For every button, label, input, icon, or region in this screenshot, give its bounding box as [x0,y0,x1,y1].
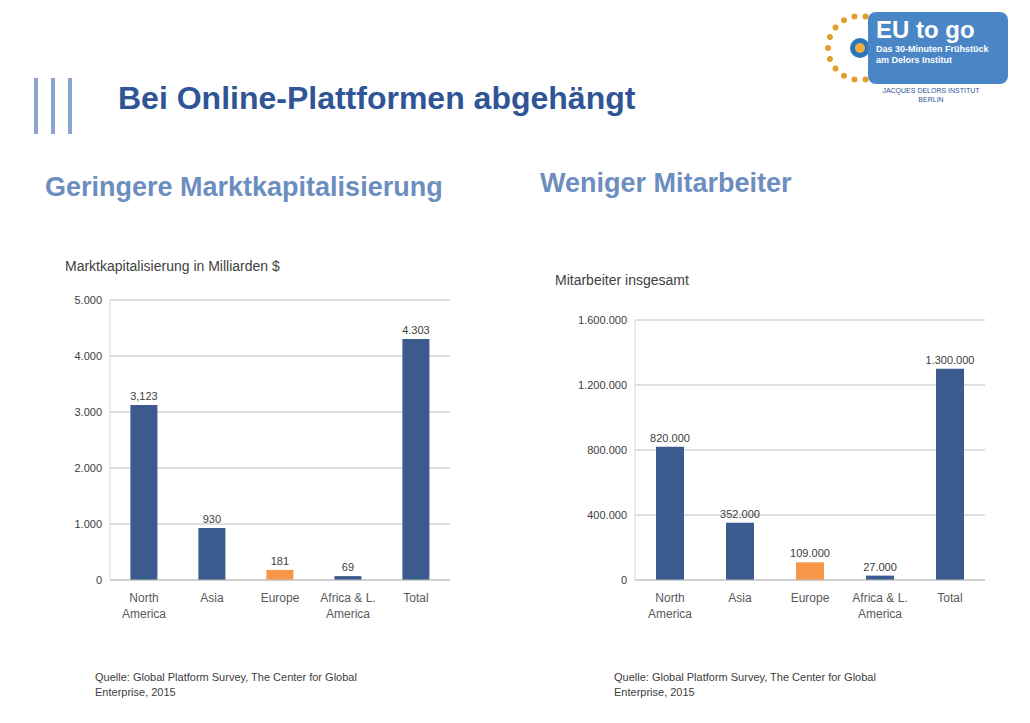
svg-text:0: 0 [621,574,627,586]
svg-text:Africa & L.America: Africa & L.America [852,591,907,621]
html-text:Bei Online-Plattformen abgehän: Bei Online-Plattformen abgehängt [118,80,636,116]
svg-text:NorthAmerica: NorthAmerica [122,591,166,621]
svg-text:1.200.000: 1.200.000 [578,379,627,391]
svg-text:1.300.000: 1.300.000 [926,354,975,366]
svg-text:3.000: 3.000 [74,406,102,418]
svg-text:2.000: 2.000 [74,462,102,474]
html-text:Mitarbeiter insgesamt: Mitarbeiter insgesamt [555,272,689,288]
svg-text:Asia: Asia [728,591,752,605]
svg-text:0: 0 [96,574,102,586]
svg-text:1.600.000: 1.600.000 [578,314,627,326]
html-text:Quelle: Global Platform Survey: Quelle: Global Platform Survey, The Cent… [614,671,876,698]
svg-text:800.000: 800.000 [587,444,627,456]
svg-text:4.303: 4.303 [402,324,430,336]
svg-text:Asia: Asia [200,591,224,605]
html-text:Weniger Mitarbeiter: Weniger Mitarbeiter [540,168,792,198]
svg-text:181: 181 [271,555,289,567]
svg-text:69: 69 [342,561,354,573]
svg-text:Total: Total [403,591,428,605]
svg-text:3,123: 3,123 [130,390,158,402]
svg-text:Africa & L.America: Africa & L.America [320,591,375,621]
html-text:EU to go: EU to go [876,16,975,43]
html-text:JACQUES DELORS INSTITUT BERLIN: JACQUES DELORS INSTITUT BERLIN [882,87,980,103]
svg-text:Total: Total [937,591,962,605]
svg-text:352.000: 352.000 [720,508,760,520]
html-text:Das 30-Minuten Frühstück am De: Das 30-Minuten Frühstück am Delors Insti… [876,44,989,65]
svg-text:400.000: 400.000 [587,509,627,521]
svg-text:4.000: 4.000 [74,350,102,362]
svg-text:1.000: 1.000 [74,518,102,530]
html-text:Geringere Marktkapitalisierung: Geringere Marktkapitalisierung [45,172,443,202]
svg-text:27.000: 27.000 [863,561,897,573]
svg-text:109.000: 109.000 [790,547,830,559]
svg-text:Europe: Europe [261,591,300,605]
svg-text:820.000: 820.000 [650,432,690,444]
svg-text:Europe: Europe [791,591,830,605]
html-text:Quelle: Global Platform Survey: Quelle: Global Platform Survey, The Cent… [95,671,357,698]
svg-text:NorthAmerica: NorthAmerica [648,591,692,621]
svg-text:930: 930 [203,513,221,525]
svg-text:5.000: 5.000 [74,294,102,306]
html-text:Marktkapitalisierung in Millia: Marktkapitalisierung in Milliarden $ [65,258,280,274]
